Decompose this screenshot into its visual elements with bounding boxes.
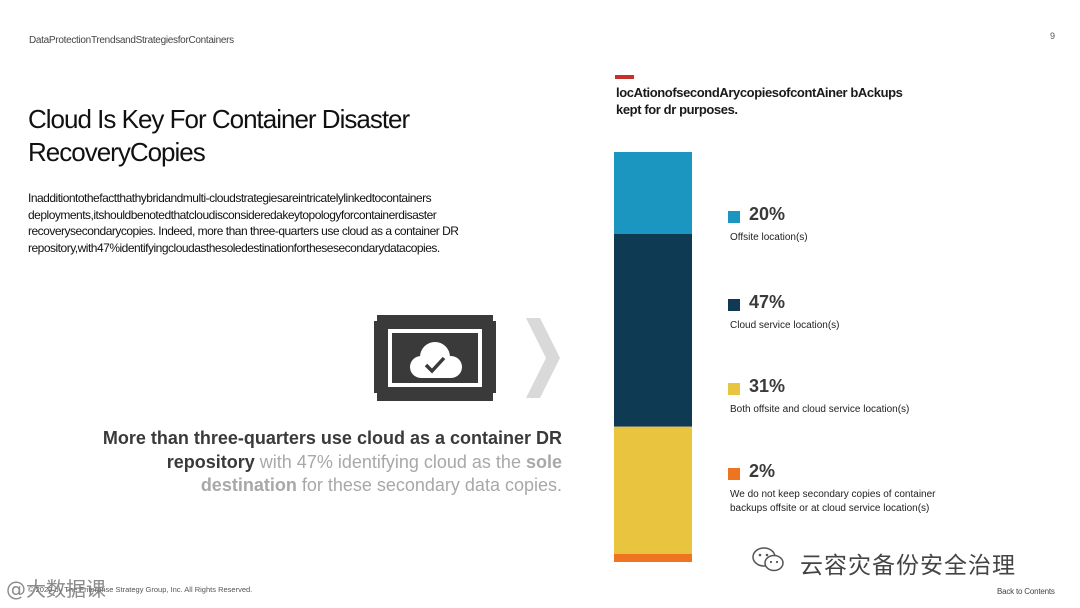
legend-label: Both offsite and cloud service location(… xyxy=(730,404,910,415)
callout-emphasis-light: sole destination xyxy=(200,451,562,496)
callout-text: More than three-quarters use cloud as a … xyxy=(90,427,562,498)
legend-value: 47% xyxy=(749,292,786,312)
legend-label: We do not keep secondary copies of conta… xyxy=(730,489,936,514)
legend-swatch xyxy=(728,211,740,223)
chart-title: locAtionofsecondArycopiesofcontAiner bAc… xyxy=(616,85,903,117)
legend-swatch xyxy=(728,299,740,311)
legend-swatch xyxy=(728,468,740,480)
document-title: DataProtectionTrendsandStrategiesforCont… xyxy=(29,35,234,46)
callout-emphasis: More than three-quarters use cloud as a … xyxy=(102,428,562,472)
legend-value: 2% xyxy=(749,461,776,481)
callout-text-normal: with 47% identifying cloud as the xyxy=(254,451,526,472)
legend-label: Offsite location(s) xyxy=(730,232,808,243)
page-number: 9 xyxy=(1050,31,1056,41)
callout-text-end: for these secondary data copies. xyxy=(296,475,562,495)
bar-segment-both xyxy=(614,426,692,554)
intro-paragraph: Inadditiontothefactthathybridandmulti-cl… xyxy=(28,191,459,255)
wechat-icon xyxy=(752,547,784,572)
legend-label: Cloud service location(s) xyxy=(730,320,840,331)
watermark-logo-text: @大数据课 xyxy=(6,577,106,601)
bar-segment-offsite xyxy=(614,152,692,234)
container-cloud-check-icon xyxy=(374,315,496,401)
chart-accent-bar xyxy=(615,75,634,79)
slide-title: Cloud Is Key For Container Disaster Reco… xyxy=(28,104,410,167)
bar-segment-cloud-service xyxy=(614,234,692,427)
copyright-notice: © 2020 by The Enterprise Strategy Group,… xyxy=(28,585,253,594)
legend-value: 31% xyxy=(749,376,786,396)
stacked-bar-chart xyxy=(614,152,692,562)
bar-segment-none xyxy=(614,553,692,562)
watermark-text: 云容灾备份安全治理 xyxy=(800,553,1016,579)
chevron-right-icon xyxy=(526,318,560,398)
legend-value: 20% xyxy=(749,204,786,224)
legend-swatch xyxy=(728,383,740,395)
back-to-contents-link[interactable]: Back to Contents xyxy=(997,587,1055,596)
